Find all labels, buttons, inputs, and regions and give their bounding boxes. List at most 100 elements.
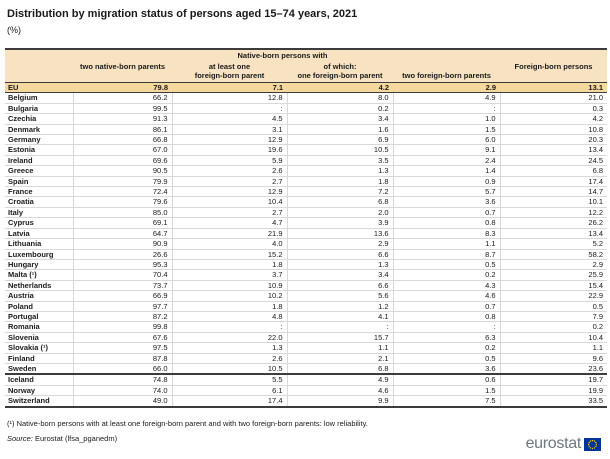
data-cell: 21.9 bbox=[171, 228, 287, 240]
data-cell: 67.6 bbox=[72, 332, 172, 344]
data-cell: 85.0 bbox=[72, 207, 172, 219]
data-cell: 12.9 bbox=[171, 134, 287, 146]
data-cell: 4.2 bbox=[499, 113, 608, 125]
table-row-eu: EU 79.8 7.1 4.2 2.9 13.1 bbox=[5, 82, 608, 94]
data-cell: 20.3 bbox=[499, 134, 608, 146]
data-cell: 6.8 bbox=[286, 196, 394, 208]
country-label: Norway bbox=[5, 385, 73, 397]
data-cell: 79.6 bbox=[72, 196, 172, 208]
data-cell: 10.2 bbox=[171, 290, 287, 302]
data-cell: 95.3 bbox=[72, 259, 172, 271]
table-row: Norway 74.0 6.1 4.6 1.5 19.9 bbox=[5, 385, 608, 397]
source-line: Source: Eurostat (lfsa_pganedm) bbox=[7, 434, 610, 443]
migration-status-table: two native-born parents Native-born pers… bbox=[5, 48, 608, 408]
country-label: Iceland bbox=[5, 374, 73, 386]
data-cell: 2.7 bbox=[171, 176, 287, 188]
data-cell: 6.8 bbox=[286, 363, 394, 375]
data-cell: 7.2 bbox=[286, 186, 394, 198]
data-cell: 0.5 bbox=[392, 259, 501, 271]
source-label: Source: bbox=[7, 433, 33, 443]
table-row: Poland 97.7 1.8 1.2 0.7 0.5 bbox=[5, 301, 608, 312]
eu-flag-icon bbox=[584, 437, 601, 451]
table-row: France 72.4 12.9 7.2 5.7 14.7 bbox=[5, 186, 608, 198]
country-label: Finland bbox=[5, 353, 73, 364]
data-cell: 5.2 bbox=[499, 238, 608, 250]
data-cell: 3.6 bbox=[392, 196, 501, 208]
data-cell: 4.2 bbox=[287, 82, 394, 94]
country-label: Slovakia (¹) bbox=[5, 342, 73, 354]
data-cell: 6.6 bbox=[286, 249, 394, 260]
data-cell: 3.7 bbox=[171, 269, 287, 281]
table-row: Estonia 67.0 19.6 10.5 9.1 13.4 bbox=[5, 144, 608, 156]
data-cell: 1.1 bbox=[286, 342, 394, 354]
country-label: Switzerland bbox=[5, 395, 73, 408]
data-cell: 4.3 bbox=[392, 280, 501, 292]
data-cell: 79.9 bbox=[72, 176, 172, 188]
data-cell: 4.6 bbox=[286, 385, 394, 397]
data-cell: 17.4 bbox=[499, 176, 608, 188]
data-cell: 10.8 bbox=[499, 124, 608, 136]
data-cell: 1.4 bbox=[392, 165, 501, 177]
data-cell: 91.3 bbox=[72, 113, 172, 125]
data-cell: 1.8 bbox=[286, 176, 394, 188]
data-cell: 12.2 bbox=[499, 207, 608, 219]
country-label: Sweden bbox=[5, 363, 73, 375]
data-cell: 2.9 bbox=[286, 238, 394, 250]
data-cell: 4.5 bbox=[171, 113, 287, 125]
table-row: Bulgaria 99.5:0.2:0.3 bbox=[5, 103, 608, 115]
data-cell: 10.4 bbox=[171, 196, 287, 208]
data-cell: 22.0 bbox=[171, 332, 287, 344]
data-cell: 2.6 bbox=[171, 165, 287, 177]
data-cell: : bbox=[392, 321, 501, 333]
data-cell: 0.2 bbox=[286, 103, 394, 115]
col-header-two-native-born-parents: two native-born parents bbox=[73, 49, 172, 83]
data-cell: 66.2 bbox=[72, 92, 172, 104]
data-cell: 17.4 bbox=[171, 395, 287, 408]
data-cell: 15.4 bbox=[499, 280, 608, 292]
data-cell: 49.0 bbox=[72, 395, 172, 408]
data-cell: 79.8 bbox=[73, 82, 172, 94]
col-header-country bbox=[5, 49, 73, 83]
country-label: Poland bbox=[5, 301, 73, 312]
data-cell: 10.9 bbox=[171, 280, 287, 292]
country-label: Croatia bbox=[5, 196, 73, 208]
data-cell: 2.0 bbox=[286, 207, 394, 219]
data-cell: : bbox=[171, 103, 287, 115]
data-cell: 66.0 bbox=[72, 363, 172, 375]
data-cell: 2.1 bbox=[286, 353, 394, 364]
country-label: Slovenia bbox=[5, 332, 73, 344]
table-row: Malta (¹) 70.4 3.7 3.4 0.2 25.9 bbox=[5, 269, 608, 281]
data-cell: 3.1 bbox=[171, 124, 287, 136]
table-row: Portugal 87.2 4.8 4.1 0.8 7.9 bbox=[5, 311, 608, 323]
data-cell: 3.6 bbox=[392, 363, 501, 375]
data-cell: 1.5 bbox=[392, 385, 501, 397]
eu-countries-body: Belgium 66.2 12.8 8.0 4.9 21.0 Bulgaria 99.5:0.… bbox=[5, 92, 608, 375]
data-cell: 6.9 bbox=[286, 134, 394, 146]
table-row: Romania 99.8:::0.2 bbox=[5, 321, 608, 333]
data-cell: 3.5 bbox=[286, 155, 394, 167]
data-cell: 19.6 bbox=[171, 144, 287, 156]
data-cell: 1.3 bbox=[286, 165, 394, 177]
data-cell: 33.5 bbox=[499, 395, 608, 408]
country-label: Netherlands bbox=[5, 280, 73, 292]
data-cell: 1.1 bbox=[499, 342, 608, 354]
data-cell: 74.0 bbox=[72, 385, 172, 397]
table-row: Slovakia (¹) 97.5 1.3 1.1 0.2 1.1 bbox=[5, 342, 608, 354]
data-cell: 23.6 bbox=[499, 363, 608, 375]
data-cell: 2.7 bbox=[171, 207, 287, 219]
data-cell: 4.8 bbox=[171, 311, 287, 323]
data-cell: 7.1 bbox=[172, 82, 287, 94]
data-cell: 4.9 bbox=[286, 374, 394, 386]
data-cell: 24.5 bbox=[499, 155, 608, 167]
data-cell: 12.8 bbox=[171, 92, 287, 104]
data-cell: 15.2 bbox=[171, 249, 287, 260]
source-text: Eurostat (lfsa_pganedm) bbox=[34, 433, 118, 443]
table-row: Iceland 74.8 5.5 4.9 0.6 19.7 bbox=[5, 374, 608, 386]
data-cell: 1.0 bbox=[392, 113, 501, 125]
table-row: Cyprus 69.1 4.7 3.9 0.8 26.2 bbox=[5, 217, 608, 229]
col-header-two-foreign-born-parents: two foreign-born parents bbox=[393, 49, 501, 83]
data-cell: 4.6 bbox=[392, 290, 501, 302]
data-cell: 0.3 bbox=[499, 103, 608, 115]
data-cell: 1.3 bbox=[286, 259, 394, 271]
eurostat-logo: eurostat bbox=[526, 436, 601, 452]
